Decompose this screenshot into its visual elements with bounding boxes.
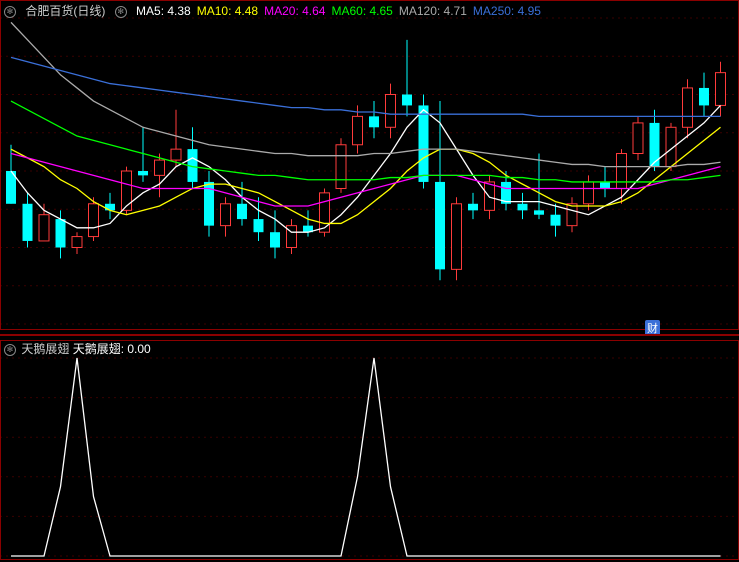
indicator-value: 天鹅展翅: 0.00 bbox=[73, 342, 151, 356]
panel-divider bbox=[0, 334, 739, 336]
candlestick-chart[interactable] bbox=[0, 0, 739, 330]
ma-label: MA120: 4.71 bbox=[399, 4, 467, 18]
gear-icon[interactable]: ✻ bbox=[4, 6, 16, 18]
sub-header: ✻ 天鹅展翅 天鹅展翅: 0.00 bbox=[4, 340, 151, 357]
ma-label: MA10: 4.48 bbox=[197, 4, 258, 18]
chart-container: ✻ 合肥百货(日线) ✻ MA5: 4.38 MA10: 4.48 MA20: 4.… bbox=[0, 0, 739, 562]
ma-label: MA20: 4.64 bbox=[264, 4, 325, 18]
stock-title: 合肥百货(日线) bbox=[25, 4, 105, 18]
gear-icon[interactable]: ✻ bbox=[115, 6, 127, 18]
ma-labels: MA5: 4.38 MA10: 4.48 MA20: 4.64 MA60: 4.65 M… bbox=[136, 4, 547, 18]
indicator-name: 天鹅展翅 bbox=[21, 342, 69, 356]
ma-label: MA60: 4.65 bbox=[331, 4, 392, 18]
ma-label: MA5: 4.38 bbox=[136, 4, 191, 18]
indicator-chart[interactable] bbox=[0, 340, 739, 560]
ma-label: MA250: 4.95 bbox=[473, 4, 541, 18]
gear-icon[interactable]: ✻ bbox=[4, 344, 16, 356]
main-header: ✻ 合肥百货(日线) ✻ MA5: 4.38 MA10: 4.48 MA20: 4.… bbox=[4, 2, 553, 19]
